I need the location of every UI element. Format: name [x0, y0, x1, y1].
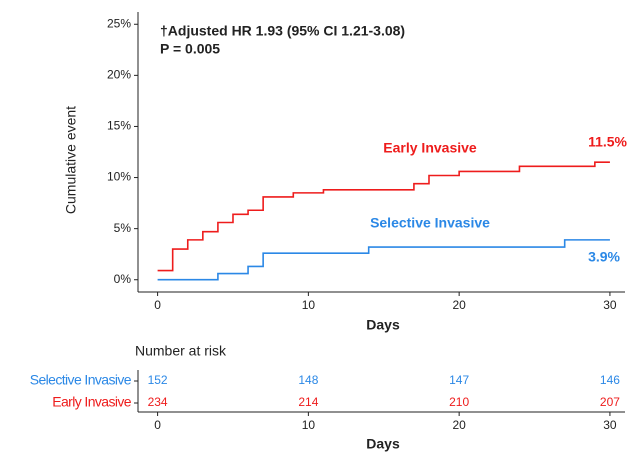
risk-count: 207: [600, 395, 620, 409]
x-tick-label: 20: [452, 298, 466, 312]
risk-count: 146: [600, 373, 620, 387]
table-x-axis-label: Days: [366, 436, 400, 452]
row-label: Early Invasive: [52, 394, 132, 410]
annotation: P = 0.005: [160, 41, 220, 57]
y-tick-label: 20%: [107, 68, 131, 82]
km-curve: [157, 161, 610, 272]
x-tick-label: 10: [302, 418, 316, 432]
x-axis-label: Days: [366, 317, 400, 333]
end-value-label: 11.5%: [588, 134, 627, 150]
end-value-label: 3.9%: [588, 249, 620, 265]
x-tick-label: 0: [154, 298, 161, 312]
risk-count: 210: [449, 395, 469, 409]
y-tick-label: 0%: [114, 272, 132, 286]
risk-count: 234: [148, 395, 168, 409]
km-curve: [157, 239, 610, 281]
y-tick-label: 10%: [107, 170, 131, 184]
risk-count: 147: [449, 373, 469, 387]
y-tick-label: 25%: [107, 16, 131, 30]
row-label: Selective Invasive: [30, 372, 132, 388]
annotation: †Adjusted HR 1.93 (95% CI 1.21-3.08): [160, 23, 405, 39]
x-tick-label: 0: [154, 418, 161, 432]
series-label: Early Invasive: [383, 140, 477, 156]
risk-count: 214: [298, 395, 318, 409]
x-tick-label: 10: [302, 298, 316, 312]
y-axis-label: Cumulative event: [63, 106, 79, 214]
table-title: Number at risk: [135, 343, 227, 359]
risk-count: 152: [148, 373, 168, 387]
risk-count: 148: [298, 373, 318, 387]
series-label: Selective Invasive: [370, 215, 490, 231]
y-tick-label: 5%: [114, 221, 132, 235]
x-tick-label: 30: [603, 298, 617, 312]
x-tick-label: 30: [603, 418, 617, 432]
y-tick-label: 15%: [107, 119, 131, 133]
x-tick-label: 20: [452, 418, 466, 432]
